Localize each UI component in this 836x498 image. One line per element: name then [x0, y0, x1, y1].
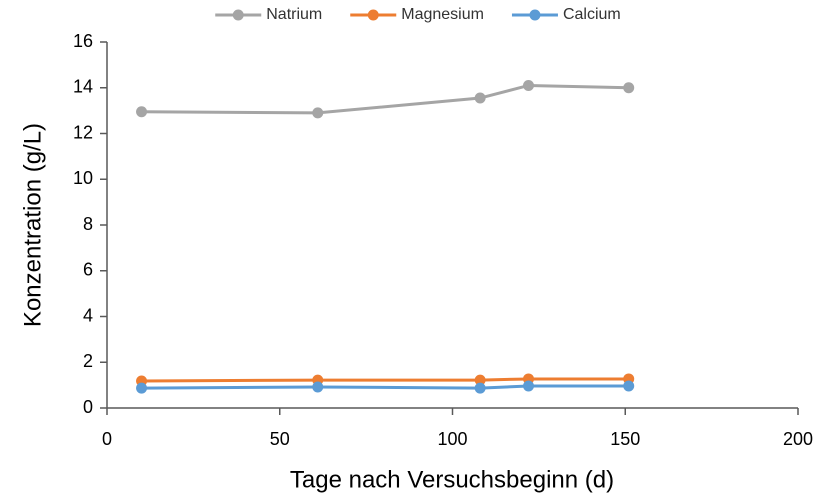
y-tick-label: 2 — [83, 351, 93, 371]
y-tick-label: 16 — [73, 31, 93, 51]
legend-marker — [529, 9, 541, 21]
legend-label: Calcium — [563, 6, 621, 23]
y-tick-label: 0 — [83, 397, 93, 417]
data-point — [136, 106, 148, 118]
data-point — [474, 92, 486, 104]
data-point — [623, 82, 635, 94]
x-tick-label: 0 — [102, 429, 112, 449]
y-axis-title: Konzentration (g/L) — [19, 123, 46, 327]
series-line — [141, 83, 629, 115]
x-tick-label: 100 — [437, 429, 467, 449]
data-point — [136, 382, 148, 394]
series-line — [141, 377, 629, 383]
y-tick-label: 4 — [83, 305, 93, 325]
x-tick-label: 50 — [270, 429, 290, 449]
data-point — [523, 79, 535, 91]
data-point — [623, 380, 635, 392]
legend-marker — [232, 9, 244, 21]
y-tick-label: 10 — [73, 168, 93, 188]
data-point — [474, 374, 486, 386]
data-point — [474, 382, 486, 394]
y-tick-label: 14 — [73, 77, 93, 97]
legend-label: Natrium — [266, 6, 322, 23]
series-line — [141, 384, 629, 390]
legend-marker — [367, 9, 379, 21]
y-tick-label: 8 — [83, 214, 93, 234]
x-tick-label: 150 — [610, 429, 640, 449]
legend-label: Magnesium — [401, 6, 484, 23]
data-point — [312, 381, 324, 393]
x-axis-title: Tage nach Versuchsbeginn (d) — [290, 466, 614, 493]
y-tick-label: 12 — [73, 122, 93, 142]
y-tick-label: 6 — [83, 260, 93, 280]
data-point — [312, 107, 324, 119]
data-point — [523, 380, 535, 392]
x-tick-label: 200 — [783, 429, 813, 449]
